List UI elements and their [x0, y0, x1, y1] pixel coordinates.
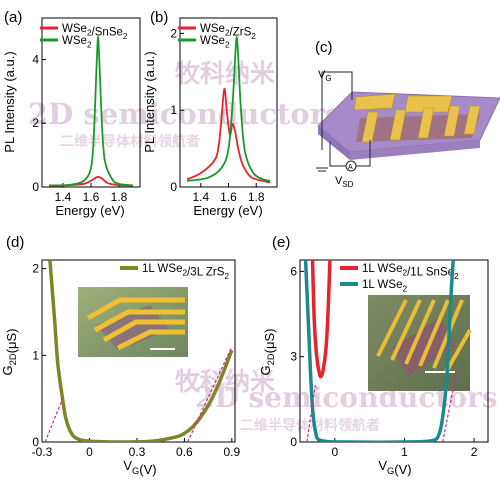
watermark-chinese-bottom-2: 二维半导体材料领航者: [240, 417, 380, 434]
y-tick-label: 0: [32, 180, 39, 194]
legend-label: WSe2: [62, 35, 92, 49]
y-axis-label: G2D(μS): [258, 329, 277, 376]
y-tick-label: 2: [32, 262, 39, 276]
x-tick-label: -0.3: [32, 445, 53, 459]
panel-tag-b: (b): [150, 9, 168, 26]
inset-image-d: [78, 287, 188, 357]
x-tick-label: 0: [331, 445, 338, 459]
x-axis-label: VG(V): [123, 458, 156, 477]
svg-text:G2D(μS): G2D(μS): [0, 329, 19, 376]
series-line-fit-3: [442, 370, 458, 442]
x-tick-label: 0.3: [129, 445, 146, 459]
x-tick-label: 1.8: [248, 190, 265, 204]
legend-label: WSe2/SnSe2: [62, 23, 128, 41]
legend-label: WSe2/ZrS2: [200, 23, 256, 41]
ammeter-label: A: [348, 164, 353, 171]
x-tick-label: 1.8: [111, 190, 128, 204]
ammeter: [345, 160, 357, 172]
y-tick-label: 6: [290, 264, 297, 278]
device-schematic: A VG VSD: [316, 69, 500, 189]
series-line-fit-2: [186, 346, 233, 442]
y-tick-label: 3: [290, 350, 297, 364]
y-axis-label: PL Intensity (a.u.): [142, 51, 157, 152]
y-tick-label: 1: [170, 103, 177, 117]
series-line-1l-wse2-3l-zrs2: [48, 260, 234, 442]
y-tick-label: 0: [290, 435, 297, 449]
y-tick-label: 2: [32, 116, 39, 130]
y-tick-label: 0: [170, 180, 177, 194]
watermark-chinese-bottom: 二维半导体材料领航者: [60, 133, 200, 150]
y-tick-label: 0: [32, 435, 39, 449]
panel-tag-a: (a): [4, 9, 22, 26]
x-tick-label: 0.6: [176, 445, 193, 459]
x-tick-label: 0.9: [223, 445, 240, 459]
contact-pad: [404, 95, 453, 113]
watermark-english: 2D semiconductors: [28, 97, 341, 131]
gate-pad: [353, 93, 396, 111]
electrode-1: [361, 111, 379, 143]
vg-wire: [321, 71, 353, 150]
series-line-wse2-snse2: [48, 175, 134, 187]
series-line-1l-wse2: [303, 260, 455, 442]
x-tick-label: 1.6: [83, 190, 100, 204]
electrode-2: [389, 109, 407, 141]
y-axis-label: PL Intensity (a.u.): [2, 51, 17, 152]
y-tick-label: 2: [170, 26, 177, 40]
electrode-3: [417, 107, 435, 139]
x-axis-label: Energy (eV): [55, 203, 124, 218]
substrate-front: [350, 140, 480, 160]
legend-label: 1L WSe2: [362, 279, 408, 293]
series-line-wse2: [186, 36, 271, 182]
watermark-chinese-top: 牧科纳米: [175, 59, 276, 88]
x-tick-label: 1.6: [220, 190, 237, 204]
series-line-1l-wse2-1l-snse2: [310, 260, 332, 379]
y-axis-label: G2D(μS): [0, 329, 19, 376]
x-tick-label: 0: [86, 445, 93, 459]
vg-label: VG: [318, 69, 332, 83]
chart-b: 1.4 1.6 1.8 0 1 2 Energy (eV) PL Intensity (a.u…: [142, 17, 278, 218]
x-tick-label: 1.4: [55, 190, 72, 204]
legend-label: 1L WSe2/3L ZrS2: [142, 263, 229, 281]
inset-image-e: [368, 295, 472, 391]
series-line-wse2: [48, 36, 134, 187]
legend-label: WSe2: [200, 35, 230, 49]
watermark-chinese-top-2: 牧科纳米: [175, 367, 276, 396]
panel-tag-c: (c): [315, 39, 333, 56]
x-tick-label: 2: [471, 445, 478, 459]
vsd-label: VSD: [335, 175, 354, 189]
y-tick-label: 1: [32, 348, 39, 362]
panel-tag-d: (d): [6, 234, 24, 251]
electrode-4: [443, 105, 461, 137]
electrode-5: [463, 105, 481, 135]
svg-text:PL Intensity (a.u.): PL Intensity (a.u.): [142, 51, 157, 152]
y-tick-label: 4: [32, 52, 39, 66]
panel-tag-e: (e): [272, 234, 290, 251]
substrate-side: [318, 126, 350, 160]
x-axis-label: Energy (eV): [193, 203, 262, 218]
series-line-fit-2: [306, 385, 316, 442]
chart-a: 1.4 1.6 1.8 0 2 4 Energy (eV) PL Intensity (a.u…: [2, 17, 141, 218]
svg-text:G2D(μS): G2D(μS): [258, 329, 277, 376]
x-axis-label: VG(V): [378, 458, 411, 477]
x-tick-label: 1.4: [192, 190, 209, 204]
x-tick-label: 1: [401, 445, 408, 459]
plots: 1.4 1.6 1.8 0 2 4 Energy (eV) PL Intensity (a.u…: [0, 17, 489, 477]
svg-text:PL Intensity (a.u.): PL Intensity (a.u.): [2, 51, 17, 152]
series-line-fit-1: [44, 398, 64, 442]
